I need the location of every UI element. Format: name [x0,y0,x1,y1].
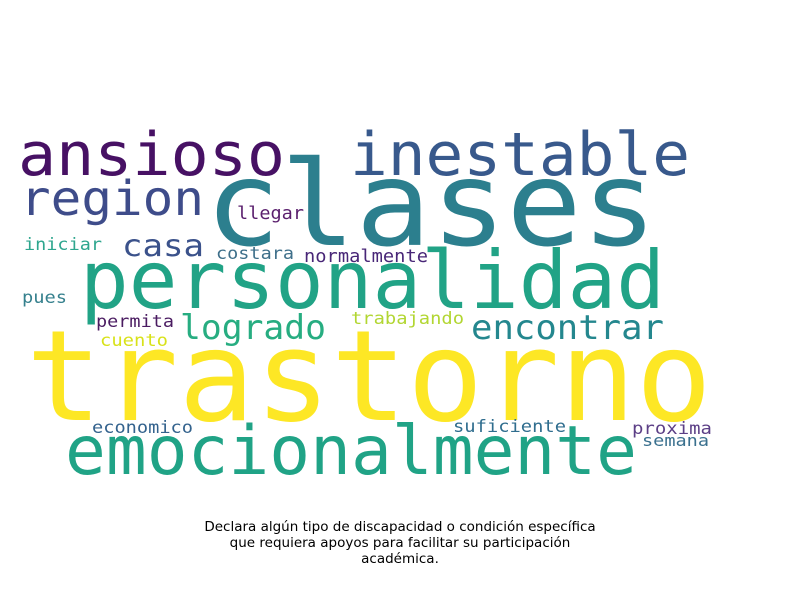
word-pues: pues [22,288,67,308]
word-ansioso: ansioso [18,120,285,190]
word-personalidad: personalidad [80,234,665,327]
word-inestable: inestable [350,120,690,190]
word-casa: casa [122,229,204,264]
chart-caption: Declara algún tipo de discapacidad o con… [150,519,650,567]
word-cloud: trastorno clases personalidad emocionalm… [18,120,712,491]
caption-line-2: que requiera apoyos para facilitar su pa… [229,535,571,551]
word-logrado: logrado [180,308,326,348]
word-cuento: cuento [100,331,168,351]
word-suficiente: suficiente [453,417,566,437]
word-normalmente: normalmente [304,246,428,267]
word-llegar: llegar [237,203,304,224]
word-semana: semana [642,431,709,450]
word-encontrar: encontrar [471,308,664,348]
word-emocionalmente: emocionalmente [65,412,637,491]
word-trastorno: trastorno [26,303,712,450]
word-iniciar: iniciar [24,235,102,255]
caption-line-1: Declara algún tipo de discapacidad o con… [204,519,596,535]
word-costara: costara [216,244,294,264]
word-clases: clases [205,135,657,273]
word-region: region [20,171,204,227]
word-economico: economico [92,418,193,438]
word-proxima: proxima [632,419,712,439]
caption-line-3: académica. [361,551,439,567]
word-trabajando: trabajando [351,309,464,329]
word-permita: permita [96,312,174,332]
